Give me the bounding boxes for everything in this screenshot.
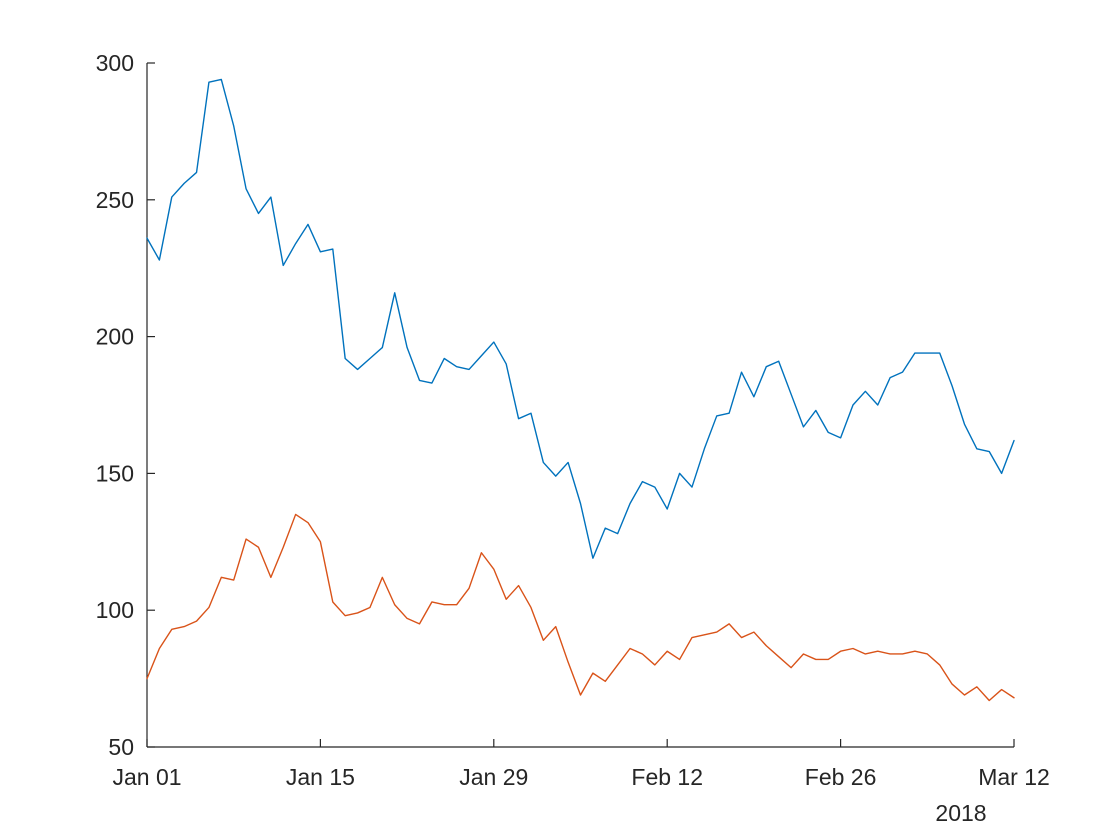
series-line-2 (146, 513, 1015, 702)
series-line-1 (146, 78, 1015, 559)
y-tick-label: 200 (96, 324, 134, 350)
x-tick-label: Feb 12 (631, 764, 703, 790)
axes: 50 100 150 200 250 300 Jan 01 Jan 15 Jan 29 Feb 1… (96, 50, 1050, 790)
y-tick-label: 100 (96, 597, 134, 623)
y-tick-label: 250 (96, 187, 134, 213)
x-tick-label: Mar 12 (978, 764, 1050, 790)
series-layer (146, 78, 1015, 702)
x-tick-label: Jan 15 (286, 764, 355, 790)
y-tick-label: 150 (96, 460, 134, 486)
x-tick-label: Jan 01 (112, 764, 181, 790)
x-tick-label: Jan 29 (459, 764, 528, 790)
y-tick-label: 50 (108, 734, 134, 760)
x-tick-label: Feb 26 (805, 764, 877, 790)
x-axis-year-label: 2018 (935, 800, 986, 826)
y-tick-label: 300 (96, 50, 134, 76)
